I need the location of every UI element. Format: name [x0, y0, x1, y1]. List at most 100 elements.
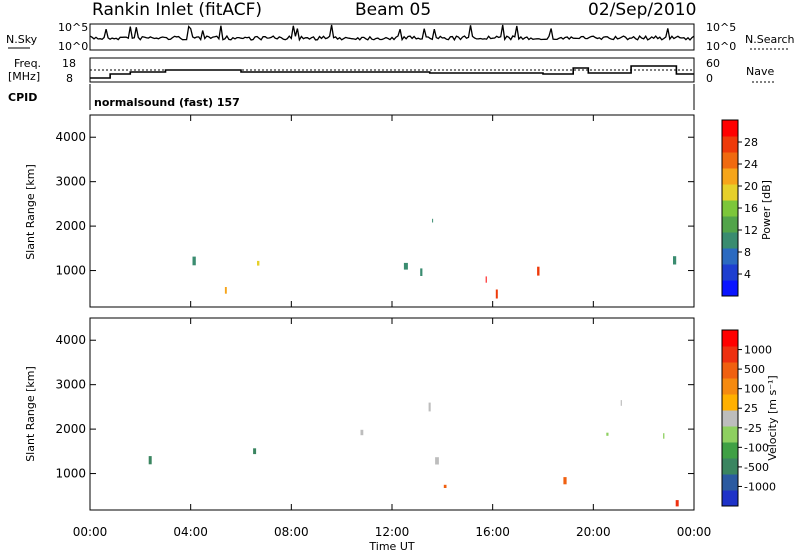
- velocity-ylabel: Slant Range [km]: [24, 366, 37, 462]
- heatmap-cell-4: [485, 276, 487, 283]
- power-panel-frame: [89, 114, 695, 308]
- heatmap-cell-1: [435, 457, 439, 465]
- power-heatmap-cells: [192, 218, 677, 299]
- colorbar-tick-label: 4: [744, 268, 751, 281]
- power-axis-ticks: 1000 2000 3000 4000: [55, 115, 695, 307]
- colorbar-swatch: [722, 280, 738, 297]
- heatmap-cell-3: [432, 218, 434, 223]
- y-tick-label: 3000: [55, 378, 86, 392]
- heatmap-cell-1: [360, 429, 364, 436]
- nave-label: Nave: [746, 65, 774, 78]
- colorbar-tick-label: 500: [744, 363, 765, 376]
- colorbar-swatch: [722, 394, 738, 411]
- colorbar-swatch: [722, 442, 738, 459]
- heatmap-cell-4: [537, 266, 540, 276]
- velocity-colorbar-label: Velocity [m s⁻¹]: [766, 375, 779, 460]
- nsky-tick-top: 10^5: [58, 21, 88, 34]
- colorbar-swatch: [722, 362, 738, 379]
- colorbar-tick-label: 16: [744, 202, 758, 215]
- freq-unit: [MHz]: [8, 70, 40, 83]
- heatmap-cell-5: [673, 256, 677, 265]
- y-tick-label: 2000: [55, 219, 86, 233]
- x-axis-label: Time UT: [368, 540, 414, 553]
- y-tick-label: 1000: [55, 467, 86, 481]
- colorbar-tick-label: -500: [744, 461, 769, 474]
- heatmap-cell-3: [606, 432, 609, 436]
- colorbar-tick-label: -1000: [744, 480, 776, 493]
- y-tick-label: 4000: [55, 333, 86, 347]
- colorbar-tick-label: 25: [744, 402, 758, 415]
- colorbar-swatch: [722, 248, 738, 265]
- colorbar-swatch: [722, 474, 738, 491]
- cpid-label: CPID: [8, 91, 37, 104]
- nave-tick-bottom: 0: [706, 72, 713, 85]
- colorbar-tick-label: 100: [744, 383, 765, 396]
- colorbar-swatch: [722, 200, 738, 217]
- y-tick-label: 4000: [55, 130, 86, 144]
- heatmap-cell-2: [563, 477, 567, 485]
- power-colorbar: 28 24 20 16 12 8 4: [722, 120, 758, 297]
- colorbar-tick-label: 12: [744, 224, 758, 237]
- heatmap-cell-1: [192, 256, 196, 266]
- station-title: Rankin Inlet (fitACF): [92, 0, 262, 20]
- x-tick-label: 00:00: [73, 525, 108, 539]
- colorbar-swatch: [722, 458, 738, 475]
- colorbar-swatch: [722, 264, 738, 281]
- x-tick-label: 04:00: [173, 525, 208, 539]
- colorbar-swatch: [722, 120, 738, 137]
- nsky-label: N.Sky: [6, 33, 38, 46]
- heatmap-cell-2: [257, 260, 260, 266]
- x-tick-label: 08:00: [274, 525, 309, 539]
- freq-line: [90, 65, 694, 79]
- velocity-colorbar: 1000 500 100 25 -25 -100 -500 -1000: [722, 330, 776, 507]
- y-tick-label: 2000: [55, 422, 86, 436]
- colorbar-swatch: [722, 168, 738, 185]
- colorbar-swatch: [722, 426, 738, 443]
- freq-tick-top: 18: [62, 57, 76, 70]
- nsky-line: [89, 24, 695, 42]
- heatmap-cell-1: [428, 402, 431, 412]
- heatmap-cell-0: [253, 448, 257, 455]
- colorbar-swatch: [722, 232, 738, 249]
- colorbar-swatch: [722, 330, 738, 347]
- x-tick-label: 20:00: [576, 525, 611, 539]
- nave-tick-top: 60: [706, 57, 720, 70]
- date-title: 02/Sep/2010: [588, 0, 696, 20]
- heatmap-cell-3: [403, 262, 408, 270]
- colorbar-swatch: [722, 378, 738, 395]
- colorbar-swatch: [722, 410, 738, 427]
- freq-tick-bottom: 8: [66, 72, 73, 85]
- heatmap-cell-2: [443, 484, 447, 488]
- heatmap-cell-3: [620, 400, 622, 406]
- colorbar-tick-label: 1000: [744, 344, 772, 357]
- x-axis-tick-labels: 00:00 04:00 08:00 12:00 16:00 20:00 00:00: [73, 525, 712, 539]
- colorbar-swatch: [722, 216, 738, 233]
- nsky-tick-bottom: 10^0: [58, 40, 88, 53]
- heatmap-cell-4: [495, 289, 498, 299]
- colorbar-swatch: [722, 136, 738, 153]
- colorbar-tick-label: 24: [744, 158, 758, 171]
- nsearch-tick-top: 10^5: [706, 21, 736, 34]
- power-colorbar-label: Power [dB]: [760, 180, 773, 240]
- colorbar-tick-label: 28: [744, 136, 758, 149]
- freq-label: Freq.: [14, 57, 41, 70]
- heatmap-cell-3: [420, 268, 423, 276]
- colorbar-tick-label: 20: [744, 180, 758, 193]
- nsky-strip: [89, 23, 695, 51]
- colorbar-swatch: [722, 346, 738, 363]
- velocity-panel-frame: [89, 317, 695, 511]
- velocity-axis-ticks: 1000 2000 3000 4000: [55, 318, 695, 510]
- y-tick-label: 3000: [55, 175, 86, 189]
- colorbar-tick-label: -100: [744, 441, 769, 454]
- velocity-heatmap-cells: [148, 400, 679, 507]
- power-ylabel: Slant Range [km]: [24, 164, 37, 260]
- x-tick-label: 16:00: [475, 525, 510, 539]
- power-colorbar-frame: [721, 119, 739, 297]
- y-tick-label: 1000: [55, 264, 86, 278]
- heatmap-cell-0: [148, 456, 152, 465]
- colorbar-swatch: [722, 152, 738, 169]
- colorbar-tick-label: 8: [744, 246, 751, 259]
- nsearch-tick-bottom: 10^0: [706, 40, 736, 53]
- x-tick-label: 12:00: [375, 525, 410, 539]
- velocity-colorbar-frame: [721, 329, 739, 507]
